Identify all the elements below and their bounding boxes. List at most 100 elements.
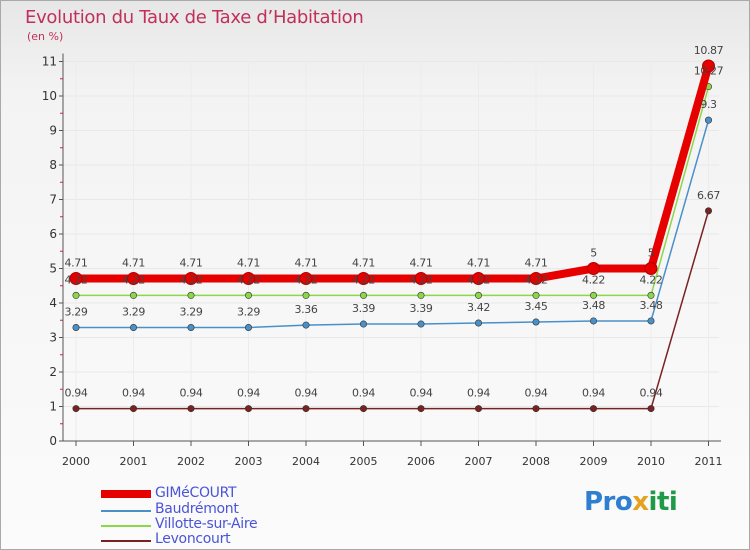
data-label: 4.22 xyxy=(525,273,548,286)
data-label: 5 xyxy=(590,247,597,260)
data-label: 3.36 xyxy=(295,303,318,316)
data-label: 4.71 xyxy=(410,257,433,270)
data-point xyxy=(532,405,540,413)
data-point xyxy=(302,405,310,413)
data-point xyxy=(302,291,310,299)
x-tick-label: 2006 xyxy=(407,455,435,468)
y-tick-label: 2 xyxy=(49,365,57,379)
legend-swatch-gimecourt xyxy=(101,490,151,498)
logo-part-3: iti xyxy=(648,487,678,517)
data-label: 3.29 xyxy=(180,305,203,318)
data-point xyxy=(130,323,138,331)
data-label: 0.94 xyxy=(65,387,88,400)
data-point xyxy=(587,262,600,275)
data-point xyxy=(130,405,138,413)
data-point xyxy=(299,272,313,286)
data-point xyxy=(589,291,597,299)
data-point xyxy=(702,59,715,73)
x-tick-label: 2000 xyxy=(62,455,90,468)
data-point xyxy=(359,291,367,299)
data-label: 4.22 xyxy=(295,273,318,286)
data-label: 4.71 xyxy=(65,257,88,270)
data-label: 4.22 xyxy=(582,273,605,286)
series-line xyxy=(75,119,710,329)
data-label: 6.67 xyxy=(697,189,720,202)
x-tick-label: 2007 xyxy=(465,455,493,468)
data-label: 0.94 xyxy=(640,387,663,400)
data-label: 4.71 xyxy=(352,257,375,270)
data-point xyxy=(130,291,138,299)
data-point xyxy=(357,272,370,286)
data-label: 3.29 xyxy=(237,305,260,318)
data-label: 0.94 xyxy=(525,387,548,400)
data-point xyxy=(245,405,253,413)
x-tick-label: 2009 xyxy=(580,455,608,468)
x-tick-label: 2004 xyxy=(292,455,320,468)
chart-subtitle: (en %) xyxy=(27,30,64,43)
x-tick-label: 2005 xyxy=(350,455,378,468)
legend-swatch-levoncourt xyxy=(101,540,151,542)
data-point xyxy=(72,291,80,299)
y-tick-label: 11 xyxy=(42,55,57,69)
data-label: 3.48 xyxy=(582,299,605,312)
data-point xyxy=(417,320,425,328)
data-point xyxy=(529,272,543,286)
legend-label-villotte: Villotte-sur-Aire xyxy=(155,516,258,532)
data-label: 3.45 xyxy=(525,300,548,313)
data-label: 0.94 xyxy=(582,387,605,400)
data-point xyxy=(417,291,425,299)
data-point xyxy=(472,272,485,286)
data-point xyxy=(474,319,482,327)
data-label: 4.71 xyxy=(122,257,145,270)
data-label: 3.29 xyxy=(65,305,88,318)
data-point xyxy=(187,323,195,331)
data-point xyxy=(72,405,80,413)
data-label: 3.42 xyxy=(467,301,490,314)
y-tick-label: 4 xyxy=(49,296,57,310)
data-label: 4.22 xyxy=(237,273,260,286)
data-label: 4.22 xyxy=(467,273,490,286)
data-label: 10.87 xyxy=(694,44,724,57)
data-point xyxy=(414,272,428,286)
chart-title: Evolution du Taux de Taxe d’Habitation xyxy=(25,7,364,28)
data-point xyxy=(127,272,140,286)
data-label: 4.71 xyxy=(525,257,548,270)
data-label: 3.48 xyxy=(640,299,663,312)
data-point xyxy=(245,323,253,331)
data-point xyxy=(474,405,482,413)
data-label: 0.94 xyxy=(352,387,375,400)
legend-label-gimecourt: GIMéCOURT xyxy=(155,485,237,501)
series-line xyxy=(75,210,710,410)
y-tick-label: 9 xyxy=(49,124,57,138)
x-tick-label: 2003 xyxy=(235,455,263,468)
data-label: 4.22 xyxy=(65,273,88,286)
y-tick-label: 5 xyxy=(49,262,57,276)
data-point xyxy=(184,272,198,286)
data-point xyxy=(589,317,597,325)
logo-part-1: Pro xyxy=(584,487,633,517)
data-point xyxy=(647,291,655,299)
data-point xyxy=(242,272,255,286)
data-label: 0.94 xyxy=(295,387,318,400)
data-point xyxy=(644,262,658,275)
data-label: 9.3 xyxy=(700,98,717,111)
data-point xyxy=(69,272,83,286)
series-line xyxy=(72,61,713,283)
data-point xyxy=(647,317,655,325)
data-label: 4.22 xyxy=(122,273,145,286)
data-label: 4.22 xyxy=(180,273,203,286)
x-tick-label: 2008 xyxy=(522,455,550,468)
data-point xyxy=(532,318,540,326)
data-label: 5 xyxy=(648,247,655,260)
x-tick-label: 2001 xyxy=(120,455,148,468)
data-point xyxy=(359,320,367,328)
data-point xyxy=(302,321,310,329)
data-point xyxy=(704,207,712,215)
x-tick-label: 2011 xyxy=(695,455,723,468)
data-point xyxy=(532,291,540,299)
data-point xyxy=(72,323,80,331)
data-label: 0.94 xyxy=(180,387,203,400)
legend-label-levoncourt: Levoncourt xyxy=(155,531,231,547)
data-label: 0.94 xyxy=(467,387,490,400)
